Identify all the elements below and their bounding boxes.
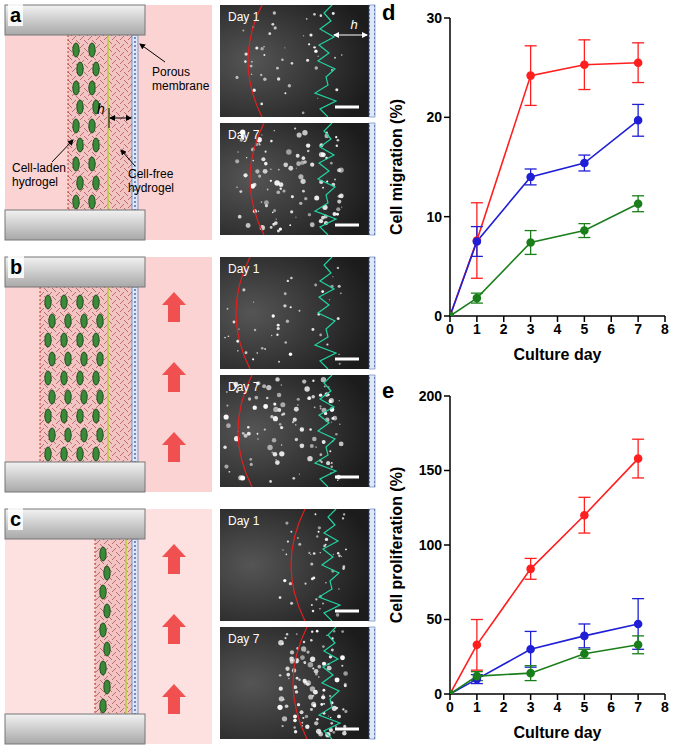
svg-text:3: 3 xyxy=(527,699,535,715)
svg-text:h: h xyxy=(351,17,358,32)
svg-text:50: 50 xyxy=(426,611,442,627)
html-text:e: e xyxy=(382,378,395,403)
svg-text:8: 8 xyxy=(661,699,669,715)
svg-text:h: h xyxy=(97,101,105,117)
svg-text:6: 6 xyxy=(607,321,615,337)
svg-text:30: 30 xyxy=(426,10,442,26)
svg-text:10: 10 xyxy=(426,209,442,225)
svg-text:2: 2 xyxy=(500,321,508,337)
svg-text:Cell proliferation (%): Cell proliferation (%) xyxy=(388,467,405,623)
svg-text:Day 7: Day 7 xyxy=(228,128,260,142)
svg-text:1: 1 xyxy=(473,321,481,337)
svg-text:Day 1: Day 1 xyxy=(228,10,260,24)
svg-text:Day 1: Day 1 xyxy=(228,262,260,276)
svg-text:0: 0 xyxy=(446,699,454,715)
html-text:b: b xyxy=(10,256,23,278)
html-text:c: c xyxy=(10,508,22,530)
svg-text:7: 7 xyxy=(634,699,642,715)
svg-text:Porousmembrane: Porousmembrane xyxy=(152,65,210,93)
svg-text:200: 200 xyxy=(419,388,443,404)
html-text:d: d xyxy=(382,0,396,25)
svg-text:3: 3 xyxy=(527,321,535,337)
html-text:a: a xyxy=(10,4,22,26)
svg-text:7: 7 xyxy=(634,321,642,337)
svg-text:Culture day: Culture day xyxy=(513,724,601,741)
svg-text:4: 4 xyxy=(554,321,562,337)
svg-text:Cell-ladenhydrogel: Cell-ladenhydrogel xyxy=(12,161,66,189)
svg-text:8: 8 xyxy=(661,321,669,337)
svg-text:5: 5 xyxy=(580,321,588,337)
svg-text:0: 0 xyxy=(434,686,442,702)
svg-text:4: 4 xyxy=(554,699,562,715)
svg-text:Cell migration (%): Cell migration (%) xyxy=(388,99,405,235)
svg-text:100: 100 xyxy=(419,537,443,553)
svg-text:150: 150 xyxy=(419,462,443,478)
svg-text:Day 1: Day 1 xyxy=(228,514,260,528)
svg-text:20: 20 xyxy=(426,109,442,125)
svg-text:0: 0 xyxy=(446,321,454,337)
svg-text:1: 1 xyxy=(473,699,481,715)
svg-text:6: 6 xyxy=(607,699,615,715)
svg-text:Culture day: Culture day xyxy=(513,346,601,363)
svg-text:0: 0 xyxy=(434,308,442,324)
svg-text:5: 5 xyxy=(580,699,588,715)
svg-text:Cell-freehydrogel: Cell-freehydrogel xyxy=(128,167,174,195)
svg-text:2: 2 xyxy=(500,699,508,715)
svg-text:Day 7: Day 7 xyxy=(228,632,260,646)
svg-text:Day 7: Day 7 xyxy=(228,380,260,394)
